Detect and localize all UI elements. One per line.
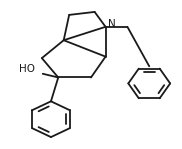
Text: HO: HO xyxy=(19,64,35,74)
Text: N: N xyxy=(108,19,116,30)
